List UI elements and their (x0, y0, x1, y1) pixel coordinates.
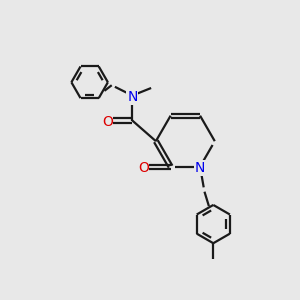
Text: N: N (127, 90, 137, 104)
Text: O: O (102, 115, 113, 129)
Text: O: O (138, 161, 149, 175)
Text: N: N (195, 161, 205, 175)
